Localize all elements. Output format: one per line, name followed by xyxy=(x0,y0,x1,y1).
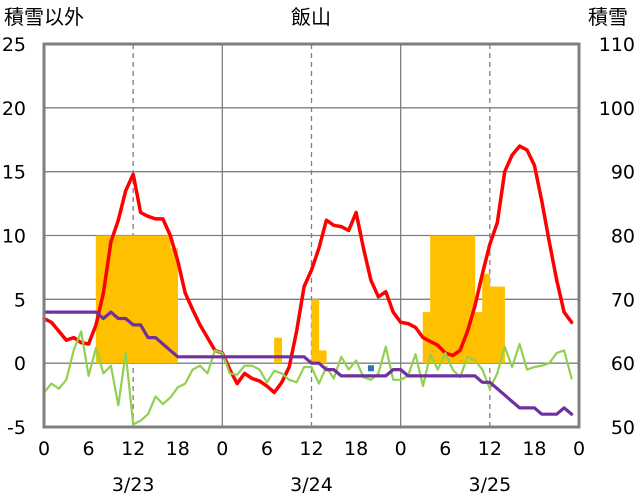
precipitation-bar xyxy=(274,337,282,364)
x-tick: 18 xyxy=(344,438,368,460)
precipitation-bar xyxy=(311,299,320,364)
y-tick-left: 0 xyxy=(14,353,26,375)
marker-point xyxy=(367,365,374,372)
y-tick-left: 25 xyxy=(2,34,26,56)
precipitation-bar xyxy=(497,286,505,364)
precipitation-bar xyxy=(162,235,171,364)
precipitation-bar xyxy=(170,248,178,364)
y-tick-left: -5 xyxy=(7,417,26,439)
precipitation-bar xyxy=(467,235,476,364)
precipitation-bar xyxy=(103,235,112,364)
precipitation-bar xyxy=(445,235,453,364)
y-tick-right: 60 xyxy=(611,353,635,375)
y-tick-right: 100 xyxy=(599,98,635,120)
x-tick: 18 xyxy=(522,438,546,460)
precipitation-bar xyxy=(318,350,327,364)
x-tick: 0 xyxy=(573,438,585,460)
y-tick-left: 10 xyxy=(2,226,26,248)
date-label: 3/23 xyxy=(112,474,155,496)
precipitation-bar xyxy=(132,235,141,364)
axis-title-left: 積雪以外 xyxy=(4,5,84,29)
y-tick-right: 90 xyxy=(611,162,635,184)
y-tick-right: 70 xyxy=(611,289,635,311)
temperature-line xyxy=(42,144,574,395)
precipitation-bar xyxy=(482,273,491,364)
x-tick: 6 xyxy=(439,438,451,460)
snow_depth-line xyxy=(42,310,574,416)
x-tick: 0 xyxy=(38,438,50,460)
y-tick-right: 80 xyxy=(611,226,635,248)
date-label: 3/24 xyxy=(290,474,333,496)
y-tick-left: 20 xyxy=(2,98,26,120)
precipitation-bar xyxy=(118,235,126,364)
precipitation-bar xyxy=(437,235,446,364)
date-labels: 3/23 3/24 3/25 xyxy=(112,474,511,496)
y-tick-right: 110 xyxy=(599,34,635,56)
x-tick: 18 xyxy=(166,438,190,460)
date-label: 3/25 xyxy=(468,474,511,496)
precipitation-bar xyxy=(155,235,164,364)
precipitation-bar xyxy=(140,235,149,364)
x-tick: 0 xyxy=(395,438,407,460)
series-lines xyxy=(42,144,574,426)
x-axis: 0 6 12 18 0 6 12 18 0 6 12 18 0 xyxy=(38,438,585,460)
x-tick: 12 xyxy=(478,438,502,460)
wind-line xyxy=(42,330,573,426)
y-axis-right: 50 60 70 80 90 100 110 xyxy=(599,34,635,439)
x-tick: 0 xyxy=(216,438,228,460)
x-tick: 6 xyxy=(261,438,273,460)
precipitation-bar xyxy=(125,235,134,364)
precipitation-bars xyxy=(95,235,505,364)
axis-title-right: 積雪 xyxy=(588,5,628,29)
precipitation-bar xyxy=(474,312,483,364)
precipitation-bar xyxy=(110,235,119,364)
precipitation-bar xyxy=(452,235,461,364)
precipitation-bar xyxy=(489,286,498,364)
x-tick: 12 xyxy=(299,438,323,460)
y-tick-right: 50 xyxy=(611,417,635,439)
x-tick: 12 xyxy=(121,438,145,460)
plot-frame xyxy=(42,42,581,429)
precipitation-bar xyxy=(147,235,156,364)
y-axis-left: -5 0 5 10 15 20 25 xyxy=(2,34,26,439)
precipitation-bar xyxy=(430,235,439,364)
precipitation-bar xyxy=(95,235,104,364)
precipitation-bar xyxy=(459,235,468,364)
y-tick-left: 5 xyxy=(14,289,26,311)
x-tick: 6 xyxy=(83,438,95,460)
chart-title: 飯山 xyxy=(291,5,331,29)
y-tick-left: 15 xyxy=(2,162,26,184)
